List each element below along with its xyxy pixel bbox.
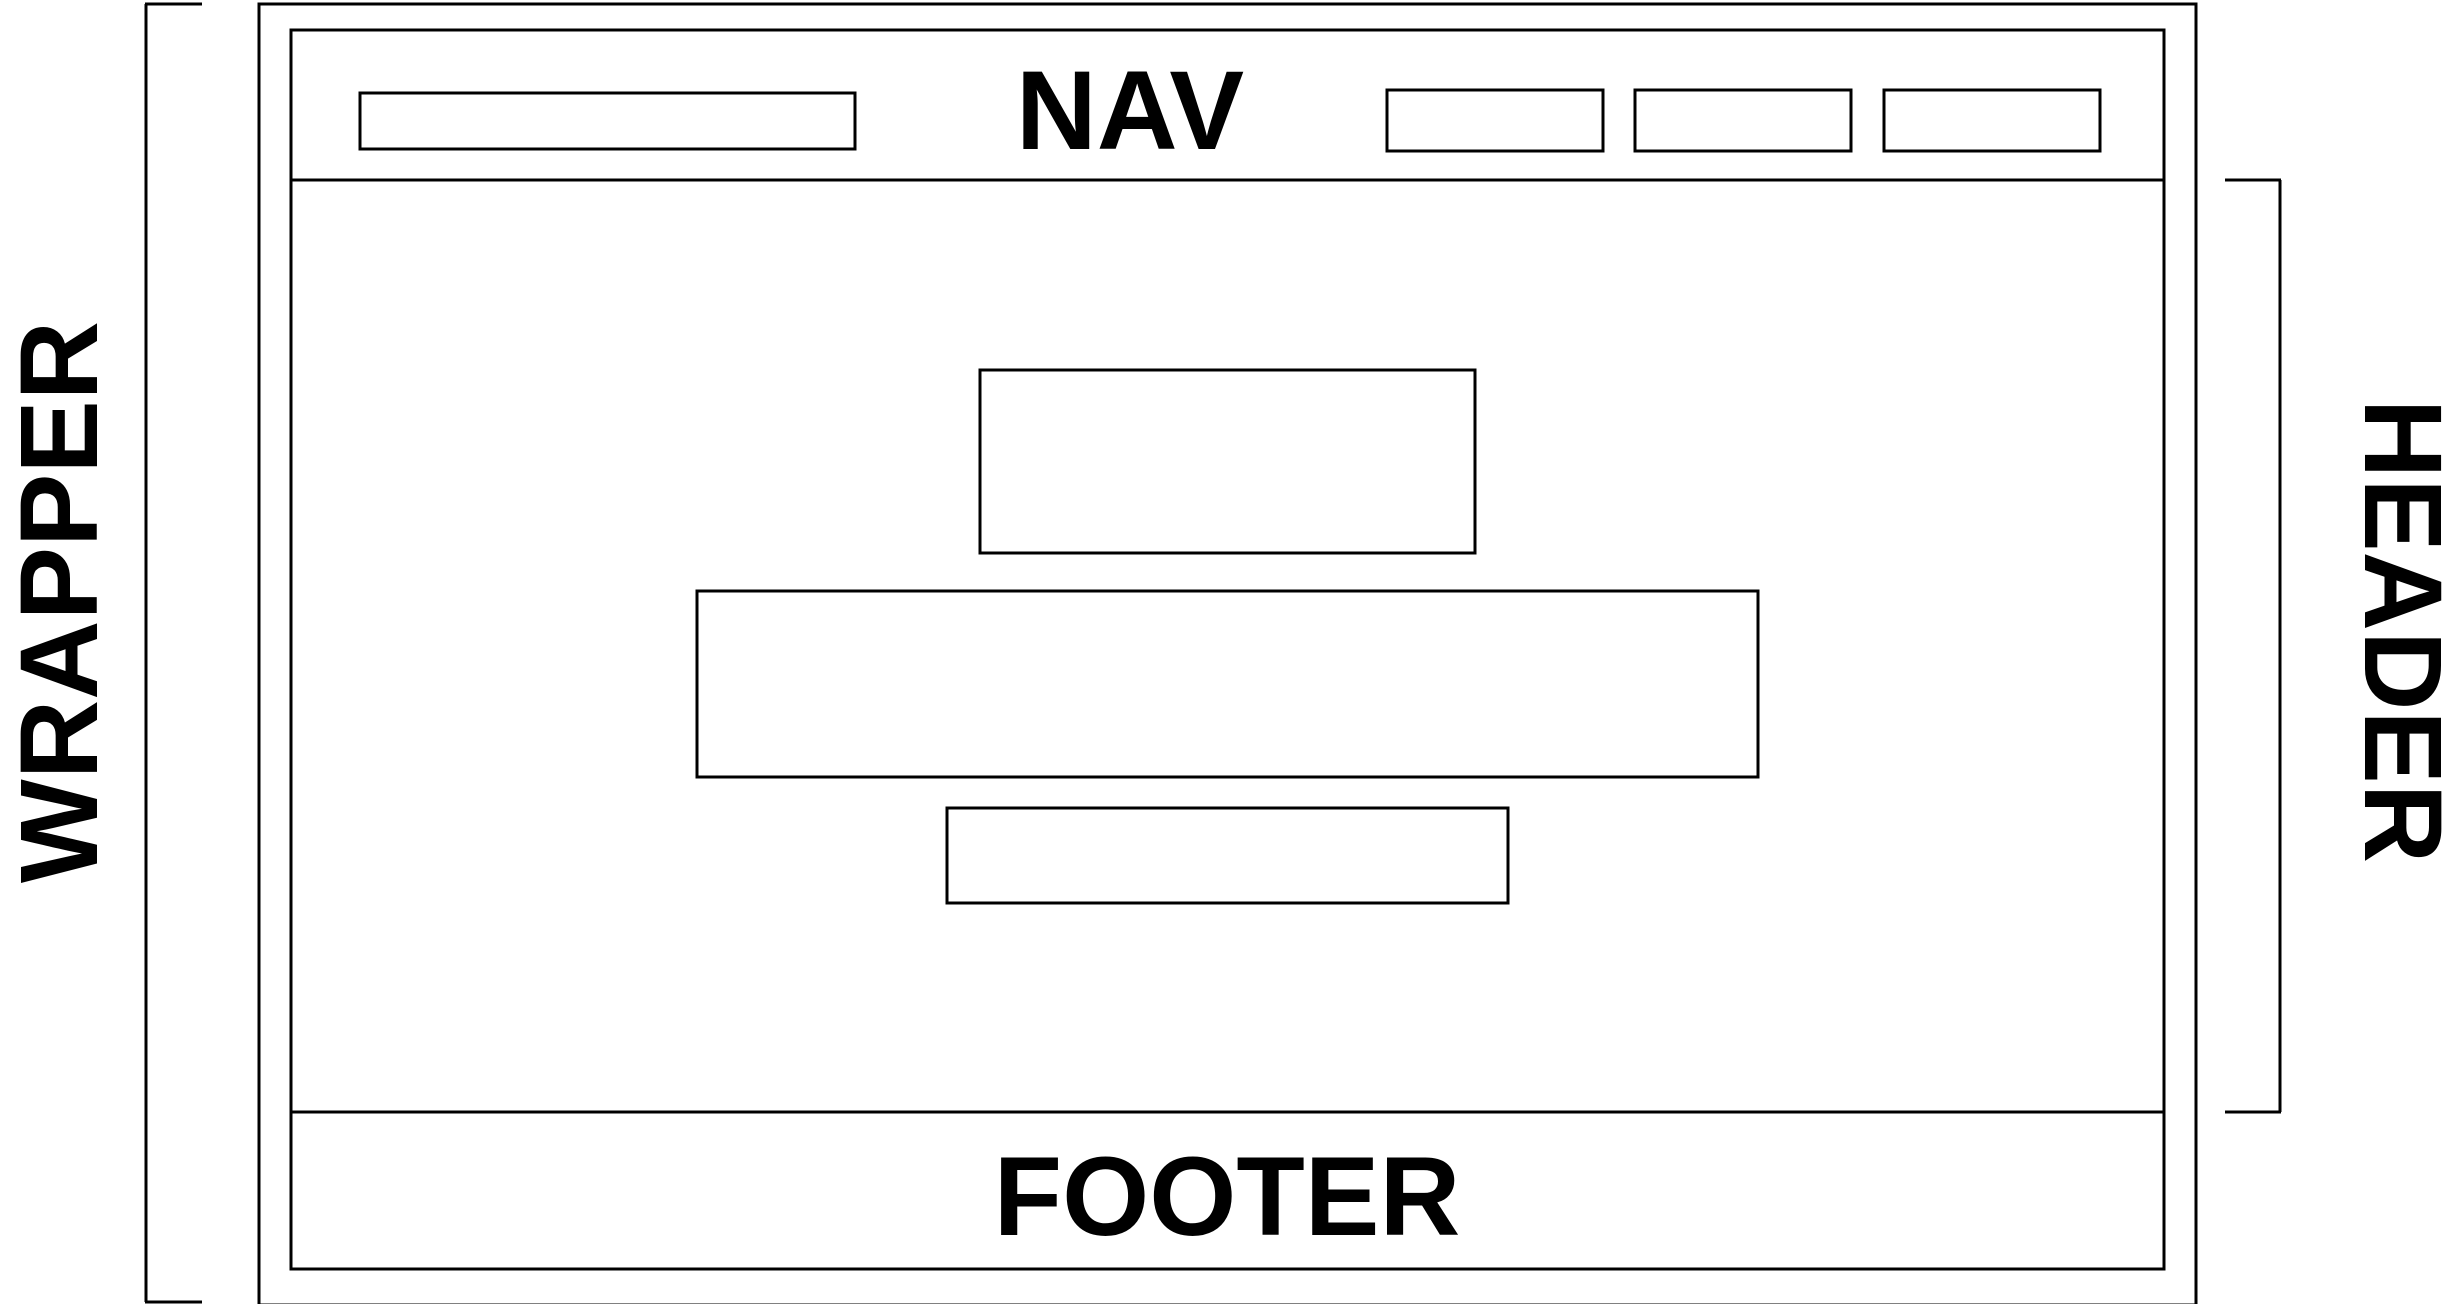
header-content bbox=[695, 368, 1760, 905]
header-bracket bbox=[2225, 178, 2282, 1114]
wrapper-label: WRAPPER bbox=[0, 321, 121, 883]
wrapper-bracket bbox=[144, 2, 202, 1304]
wrapper-box bbox=[257, 2, 2198, 1304]
nav-link-placeholder-1 bbox=[1385, 88, 1605, 153]
nav-link-placeholder-3 bbox=[1882, 88, 2102, 153]
nav-link-placeholder-2 bbox=[1633, 88, 1853, 153]
header-button-placeholder bbox=[945, 806, 1510, 905]
header-image-placeholder bbox=[978, 368, 1477, 555]
page-frame bbox=[289, 28, 2166, 1271]
nav-logo-placeholder bbox=[358, 91, 857, 151]
header-label: HEADER bbox=[2341, 399, 2455, 864]
footer-label: FOOTER bbox=[994, 1134, 1461, 1259]
nav-label: NAV bbox=[1016, 48, 1244, 173]
header-text-placeholder bbox=[695, 589, 1760, 779]
nav-section: NAV bbox=[358, 48, 2102, 173]
